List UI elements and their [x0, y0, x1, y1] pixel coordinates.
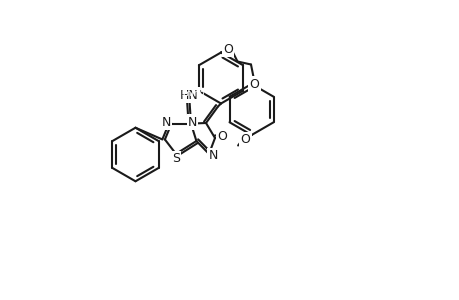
Text: N: N: [208, 149, 218, 162]
Text: imino: imino: [180, 89, 204, 98]
Text: O: O: [223, 43, 232, 56]
Text: O: O: [240, 133, 250, 146]
Text: N: N: [161, 116, 170, 129]
Text: HN: HN: [180, 88, 198, 102]
Text: N: N: [187, 116, 197, 129]
Text: O: O: [217, 130, 227, 143]
Text: O: O: [249, 77, 259, 91]
Text: S: S: [172, 152, 179, 165]
